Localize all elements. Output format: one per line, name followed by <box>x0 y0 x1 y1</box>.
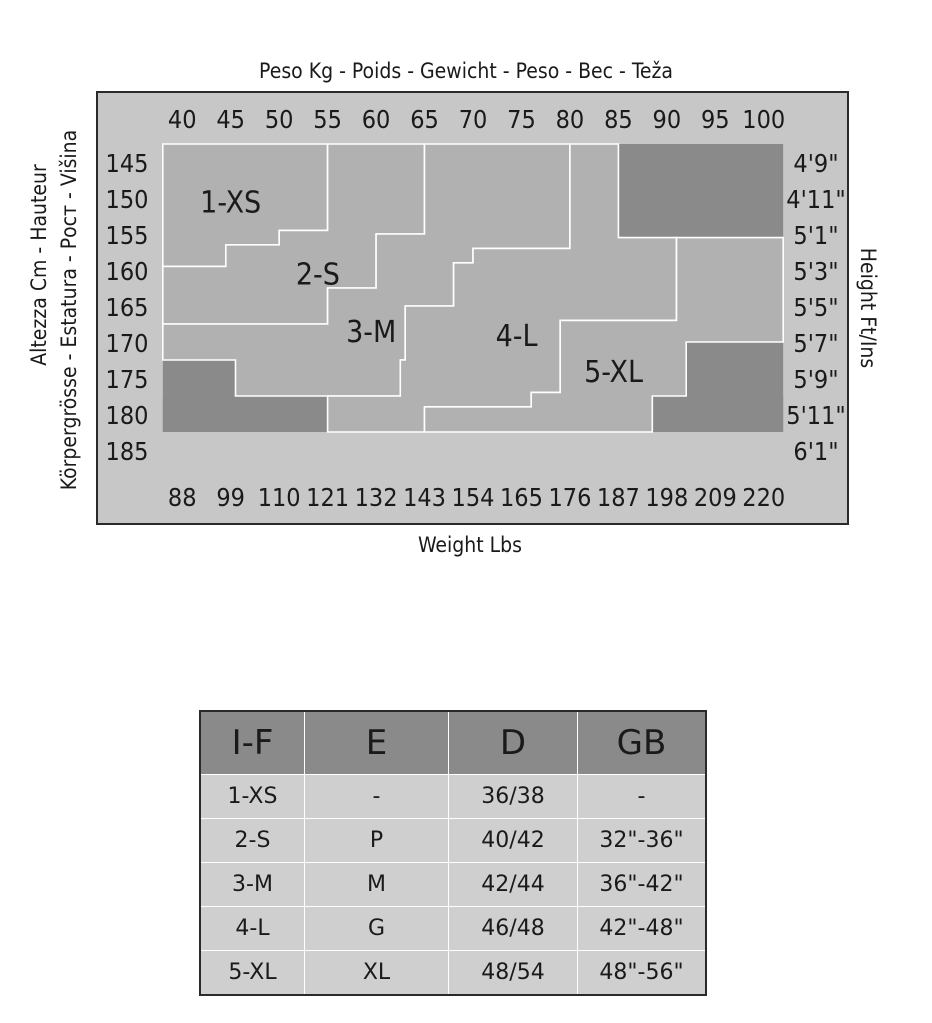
cm-tick-label: 150 <box>106 185 149 214</box>
size-conversion-table: I-F E D GB 1-XS - 36/38 - 2-S P 40/42 32… <box>199 710 707 996</box>
table-row: 1-XS - 36/38 - <box>199 774 707 819</box>
cm-tick-label: 185 <box>106 437 149 466</box>
lbs-tick-label: 110 <box>258 483 301 512</box>
cell-if: 5-XL <box>199 949 305 996</box>
kg-tick-label: 70 <box>459 105 488 134</box>
kg-tick-label: 100 <box>742 105 785 134</box>
region-label-1-xs: 1-XS <box>200 186 261 221</box>
region-label-3-m: 3-M <box>346 315 396 350</box>
excluded-block <box>162 396 328 432</box>
ftin-tick-label: 6'1" <box>793 437 838 466</box>
kg-tick-label: 80 <box>556 105 585 134</box>
cm-tick-label: 175 <box>106 365 149 394</box>
header-gb: GB <box>577 710 707 775</box>
cell-e: P <box>304 817 449 863</box>
cm-tick-label: 170 <box>106 329 149 358</box>
header-d: D <box>448 710 578 775</box>
header-if: I-F <box>199 710 305 775</box>
cell-d: 42/44 <box>448 861 578 907</box>
lbs-tick-label: 99 <box>216 483 245 512</box>
kg-tick-label: 55 <box>313 105 342 134</box>
cell-d: 36/38 <box>448 774 578 819</box>
lbs-tick-label: 220 <box>742 483 785 512</box>
cell-if: 1-XS <box>199 774 305 819</box>
size-region-5-xl <box>423 236 785 433</box>
lbs-tick-label: 165 <box>500 483 543 512</box>
kg-tick-label: 40 <box>168 105 197 134</box>
cm-tick-label: 155 <box>106 221 149 250</box>
cell-gb: 42"-48" <box>577 905 707 951</box>
cm-tick-label: 180 <box>106 401 149 430</box>
cm-tick-label: 145 <box>106 149 149 178</box>
region-label-4-l: 4-L <box>496 319 538 354</box>
cell-d: 48/54 <box>448 949 578 996</box>
y-axis-label-right: Height Ft/Ins <box>856 248 880 369</box>
cell-if: 2-S <box>199 817 305 863</box>
table-row: 2-S P 40/42 32"-36" <box>199 817 707 863</box>
table-row: 4-L G 46/48 42"-48" <box>199 905 707 951</box>
chart-title: Peso Kg - Poids - Gewicht - Peso - Bec -… <box>259 59 673 83</box>
excluded-block <box>618 144 784 238</box>
x-axis-label: Weight Lbs <box>418 533 522 557</box>
cell-gb: - <box>577 774 707 819</box>
ftin-tick-label: 4'9" <box>793 149 838 178</box>
ftin-tick-label: 5'9" <box>793 365 838 394</box>
ftin-tick-label: 5'3" <box>793 257 838 286</box>
table-row: 3-M M 42/44 36"-42" <box>199 861 707 907</box>
cm-tick-label: 165 <box>106 293 149 322</box>
ftin-tick-label: 5'7" <box>793 329 838 358</box>
lbs-tick-label: 198 <box>645 483 688 512</box>
ftin-tick-label: 5'5" <box>793 293 838 322</box>
table-header-row: I-F E D GB <box>199 710 707 775</box>
lbs-tick-label: 121 <box>306 483 349 512</box>
cell-e: G <box>304 905 449 951</box>
cell-gb: 32"-36" <box>577 817 707 863</box>
kg-tick-label: 85 <box>604 105 633 134</box>
ftin-tick-label: 5'1" <box>793 221 838 250</box>
kg-tick-label: 95 <box>701 105 730 134</box>
lbs-tick-label: 88 <box>168 483 197 512</box>
ftin-tick-label: 5'11" <box>786 401 845 430</box>
size-chart: 1-XS 2-S3-M 4-L 5-XL Peso Kg - Poids - Gewic… <box>27 59 880 557</box>
lbs-tick-label: 209 <box>694 483 737 512</box>
lbs-tick-label: 154 <box>452 483 495 512</box>
kg-tick-label: 45 <box>216 105 245 134</box>
cell-e: - <box>304 774 449 819</box>
ftin-tick-label: 4'11" <box>786 185 845 214</box>
kg-tick-label: 75 <box>507 105 536 134</box>
cell-e: XL <box>304 949 449 996</box>
cell-if: 4-L <box>199 905 305 951</box>
y-axis-label-left-1: Altezza Cm - Hauteur <box>27 164 51 366</box>
header-e: E <box>304 710 449 775</box>
cell-if: 3-M <box>199 861 305 907</box>
kg-tick-label: 90 <box>653 105 682 134</box>
lbs-tick-label: 143 <box>403 483 446 512</box>
cell-gb: 48"-56" <box>577 949 707 996</box>
lbs-tick-label: 132 <box>355 483 398 512</box>
lbs-tick-label: 176 <box>548 483 591 512</box>
excluded-block <box>652 396 784 432</box>
cm-tick-label: 160 <box>106 257 149 286</box>
table-row: 5-XL XL 48/54 48"-56" <box>199 949 707 996</box>
cell-gb: 36"-42" <box>577 861 707 907</box>
y-axis-label-left-2: Körpergrösse - Estatura - Рост - Višina <box>57 130 81 490</box>
region-label-2-s: 2-S <box>296 258 340 293</box>
kg-tick-label: 50 <box>265 105 294 134</box>
cell-d: 46/48 <box>448 905 578 951</box>
kg-tick-label: 60 <box>362 105 391 134</box>
kg-tick-label: 65 <box>410 105 439 134</box>
cell-e: M <box>304 861 449 907</box>
lbs-tick-label: 187 <box>597 483 640 512</box>
cell-d: 40/42 <box>448 817 578 863</box>
region-label-5-xl: 5-XL <box>584 355 643 390</box>
